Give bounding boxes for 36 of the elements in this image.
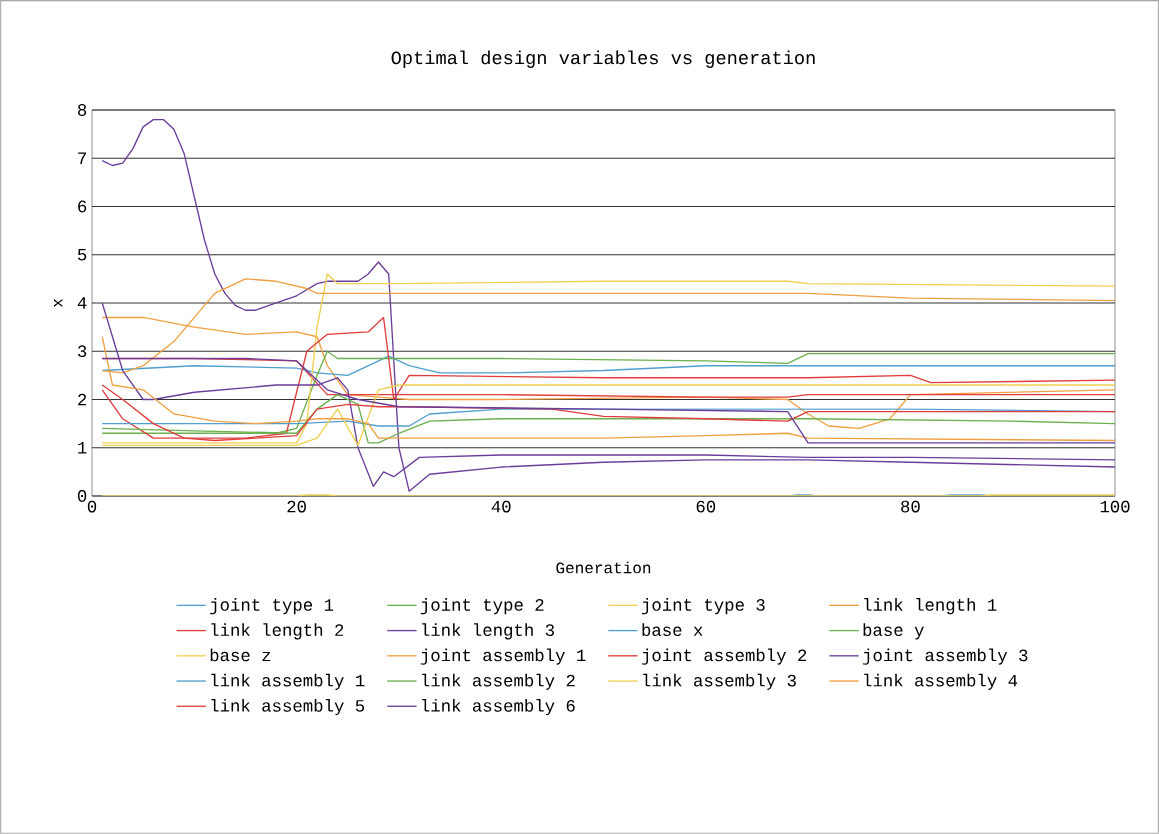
legend-label: joint assembly 3 bbox=[863, 648, 1028, 665]
y-tick-label: 1 bbox=[78, 442, 87, 454]
legend-label: joint assembly 1 bbox=[420, 648, 586, 665]
y-tick-label: 5 bbox=[77, 248, 87, 261]
legend-label: link assembly 5 bbox=[211, 698, 365, 716]
y-tick-label: 0 bbox=[77, 490, 87, 502]
legend-label: link assembly 2 bbox=[422, 673, 575, 690]
x-tick-label: 80 bbox=[901, 500, 920, 513]
legend-label: link assembly 4 bbox=[864, 673, 1018, 690]
x-tick-label: 20 bbox=[287, 500, 306, 513]
legend-label: joint type 2 bbox=[420, 598, 544, 615]
legend-label: link length 3 bbox=[422, 623, 554, 640]
y-tick-label: 3 bbox=[77, 345, 87, 358]
legend-label: base x bbox=[642, 623, 703, 637]
x-tick-label: 60 bbox=[696, 500, 716, 513]
legend-label: link length 2 bbox=[211, 623, 344, 640]
legend-label: link assembly 3 bbox=[643, 673, 796, 690]
y-axis-title: x bbox=[53, 298, 63, 308]
x-axis-title: Generation bbox=[556, 561, 651, 574]
legend-label: base z bbox=[210, 648, 271, 662]
y-tick-label: 7 bbox=[78, 152, 86, 164]
legend-label: link assembly 6 bbox=[422, 698, 575, 716]
x-tick-label: 100 bbox=[1100, 500, 1130, 513]
y-tick-label: 4 bbox=[77, 297, 87, 309]
chart-title: Optimal design variables vs generation bbox=[391, 50, 815, 68]
legend-label: base y bbox=[863, 623, 924, 640]
legend-label: joint type 3 bbox=[641, 598, 765, 615]
y-tick-label: 2 bbox=[78, 393, 87, 406]
legend-label: link length 1 bbox=[864, 598, 997, 615]
x-tick-label: 0 bbox=[87, 500, 97, 513]
x-tick-label: 40 bbox=[491, 500, 511, 513]
legend-label: joint type 1 bbox=[210, 598, 334, 615]
legend-label: link assembly 1 bbox=[211, 673, 365, 690]
y-tick-label: 8 bbox=[78, 104, 87, 116]
y-tick-label: 6 bbox=[78, 200, 87, 213]
legend-label: joint assembly 2 bbox=[641, 648, 807, 665]
